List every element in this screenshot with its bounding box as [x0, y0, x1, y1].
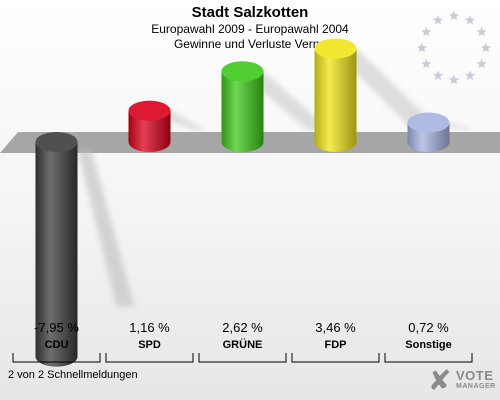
footer-text: 2 von 2 Schnellmeldungen [8, 369, 138, 381]
bar-sonstige [407, 112, 475, 152]
eu-stars-icon [416, 10, 492, 85]
eu-star [464, 14, 476, 25]
category-bracket [12, 353, 101, 363]
category-bracket [384, 353, 473, 363]
eu-star [480, 42, 492, 53]
logo-word-manager: MANAGER [456, 383, 496, 390]
eu-star [464, 70, 476, 81]
category-bracket [198, 353, 287, 363]
eu-star [476, 58, 487, 69]
checkmark-icon: ✘ [428, 365, 452, 396]
vote-manager-logo: ✘ VOTE MANAGER [428, 365, 498, 397]
bar-body [221, 71, 264, 152]
bar-cap [128, 100, 171, 121]
eu-star [476, 26, 487, 37]
chart-subtitle: Europawahl 2009 - Europawahl 2004 [151, 22, 349, 36]
bar-body [314, 48, 357, 152]
category-bracket [105, 353, 194, 363]
bar-body [35, 142, 78, 367]
value-label: 3,46 % [315, 320, 356, 335]
category-label: GRÜNE [222, 339, 263, 351]
bar-shadow [331, 48, 442, 130]
eu-star [432, 70, 444, 81]
category-label: SPD [138, 339, 161, 351]
value-label: 0,72 % [408, 320, 449, 335]
eu-star [416, 42, 428, 53]
bar-spd [128, 100, 205, 152]
category-label: CDU [44, 339, 69, 351]
eu-star [421, 58, 432, 69]
logo-word-vote: VOTE [456, 368, 494, 383]
chart-description: Gewinne und Verluste Verne [173, 37, 327, 51]
bar-cap [314, 38, 357, 59]
eu-star [421, 26, 432, 37]
category-bracket [291, 353, 380, 363]
bar-fdp [314, 38, 442, 152]
bar-cdu [35, 132, 135, 367]
eu-star [432, 14, 444, 25]
bar-cap [35, 132, 78, 152]
category-label: Sonstige [405, 339, 452, 351]
chart-title: Stadt Salzkotten [191, 4, 309, 21]
value-label: 1,16 % [129, 320, 170, 335]
category-label: FDP [324, 339, 347, 351]
eu-star [448, 74, 460, 85]
bar-body [128, 110, 171, 152]
value-label: -7,95 % [34, 320, 79, 335]
bar-cap [407, 112, 450, 133]
bar-cap [221, 61, 264, 82]
bar-grüne [221, 61, 330, 152]
eu-star [448, 10, 460, 21]
bar-shadow [77, 150, 135, 307]
value-label: 2,62 % [222, 320, 263, 335]
